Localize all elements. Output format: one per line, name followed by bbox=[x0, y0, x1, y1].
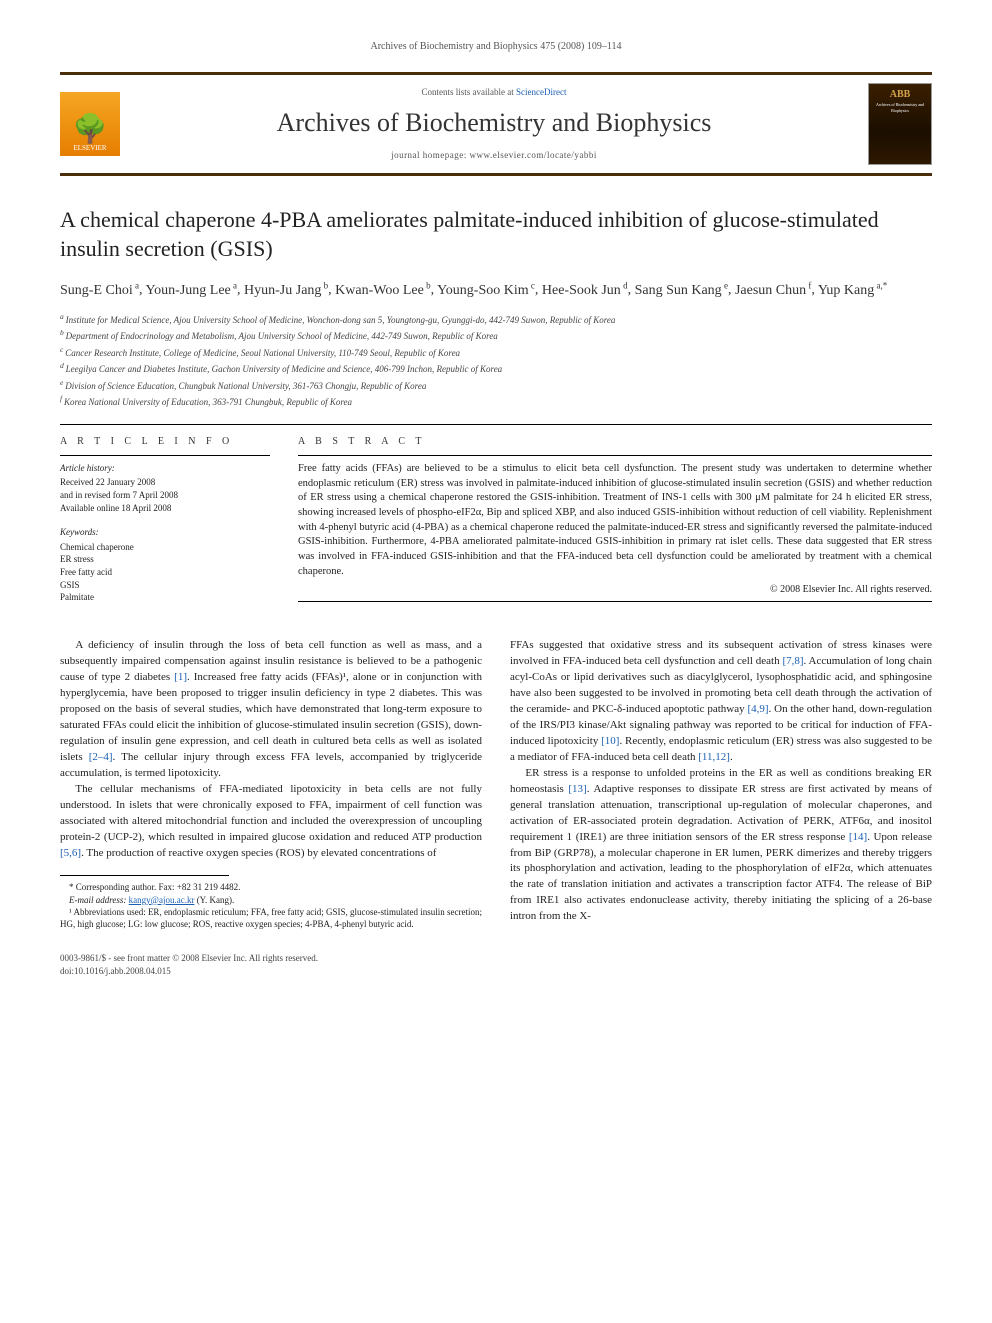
affiliation: f Korea National University of Education… bbox=[60, 393, 932, 410]
keyword: Chemical chaperone bbox=[60, 541, 270, 554]
body-paragraph-3: FFAs suggested that oxidative stress and… bbox=[510, 638, 932, 766]
abstract-copyright: © 2008 Elsevier Inc. All rights reserved… bbox=[298, 583, 932, 597]
article-info-block: A R T I C L E I N F O Article history: R… bbox=[60, 435, 270, 609]
footnotes-divider bbox=[60, 875, 229, 876]
author-affiliation-marker: c bbox=[529, 280, 535, 290]
keyword: Free fatty acid bbox=[60, 566, 270, 579]
page-footer: 0003-9861/$ - see front matter © 2008 El… bbox=[60, 952, 932, 977]
contents-available-line: Contents lists available at ScienceDirec… bbox=[132, 86, 856, 99]
affiliation-key: e bbox=[60, 378, 65, 387]
history-label: Article history: bbox=[60, 462, 270, 475]
author-affiliation-marker: e bbox=[722, 280, 728, 290]
author: Jaesun Chun f bbox=[735, 283, 811, 298]
author: Hyun-Ju Jang b bbox=[244, 283, 328, 298]
body-text: A deficiency of insulin through the loss… bbox=[60, 638, 932, 930]
abstract-bottom-divider bbox=[298, 601, 932, 602]
author-affiliation-marker: a bbox=[133, 280, 139, 290]
author: Youn-Jung Lee a bbox=[145, 283, 237, 298]
citation-link[interactable]: [7,8] bbox=[782, 655, 803, 667]
affiliation-key: c bbox=[60, 345, 65, 354]
body-paragraph-4: ER stress is a response to unfolded prot… bbox=[510, 766, 932, 925]
header-center: Contents lists available at ScienceDirec… bbox=[132, 86, 856, 162]
journal-title: Archives of Biochemistry and Biophysics bbox=[132, 105, 856, 141]
footer-doi-line: doi:10.1016/j.abb.2008.04.015 bbox=[60, 965, 318, 978]
citation-link[interactable]: [4,9] bbox=[747, 703, 768, 715]
contents-prefix: Contents lists available at bbox=[422, 87, 516, 97]
info-abstract-row: A R T I C L E I N F O Article history: R… bbox=[60, 435, 932, 609]
citation-link[interactable]: [10] bbox=[601, 735, 619, 747]
author-affiliation-marker: f bbox=[806, 280, 811, 290]
elsevier-logo: 🌳 ELSEVIER bbox=[60, 92, 120, 156]
author-affiliation-marker: a,* bbox=[874, 280, 887, 290]
email-note: E-mail address: kangy@ajou.ac.kr (Y. Kan… bbox=[60, 894, 482, 906]
affiliation-key: f bbox=[60, 394, 64, 403]
cover-abbrev: ABB bbox=[890, 88, 911, 102]
citation-link[interactable]: [13] bbox=[568, 783, 586, 795]
corresponding-email-link[interactable]: kangy@ajou.ac.kr bbox=[129, 895, 195, 905]
section-divider bbox=[60, 424, 932, 425]
abstract-heading: A B S T R A C T bbox=[298, 435, 932, 449]
body-paragraph-2: The cellular mechanisms of FFA-mediated … bbox=[60, 782, 482, 862]
abstract-text: Free fatty acids (FFAs) are believed to … bbox=[298, 462, 932, 580]
sciencedirect-link[interactable]: ScienceDirect bbox=[516, 87, 566, 97]
history-dates: Received 22 January 2008 and in revised … bbox=[60, 476, 270, 514]
affiliation: e Division of Science Education, Chungbu… bbox=[60, 377, 932, 394]
footnote-block: * Corresponding author. Fax: +82 31 219 … bbox=[60, 875, 482, 930]
revised-date: and in revised form 7 April 2008 bbox=[60, 489, 270, 502]
elsevier-tree-icon: 🌳 bbox=[73, 116, 108, 144]
publisher-name: ELSEVIER bbox=[73, 144, 106, 154]
email-label: E-mail address: bbox=[69, 895, 129, 905]
body-paragraph-1: A deficiency of insulin through the loss… bbox=[60, 638, 482, 781]
abstract-divider bbox=[298, 455, 932, 456]
info-divider bbox=[60, 455, 270, 456]
abbreviations-note: ¹ Abbreviations used: ER, endoplasmic re… bbox=[60, 906, 482, 930]
author: Yup Kang a,* bbox=[818, 283, 887, 298]
cover-subtitle: Archives of Biochemistry and Biophysics bbox=[869, 102, 931, 113]
online-date: Available online 18 April 2008 bbox=[60, 502, 270, 515]
author-affiliation-marker: a bbox=[231, 280, 237, 290]
keyword: GSIS bbox=[60, 579, 270, 592]
received-date: Received 22 January 2008 bbox=[60, 476, 270, 489]
keyword: ER stress bbox=[60, 553, 270, 566]
author-affiliation-marker: b bbox=[321, 280, 328, 290]
author: Hee-Sook Jun d bbox=[542, 283, 628, 298]
journal-header: 🌳 ELSEVIER Contents lists available at S… bbox=[60, 72, 932, 176]
affiliation-key: d bbox=[60, 361, 66, 370]
corresponding-author-note: * Corresponding author. Fax: +82 31 219 … bbox=[60, 881, 482, 893]
citation-link[interactable]: [14] bbox=[849, 831, 867, 843]
email-suffix: (Y. Kang). bbox=[197, 895, 235, 905]
citation-link[interactable]: [2–4] bbox=[89, 751, 113, 763]
author: Sung-E Choi a bbox=[60, 283, 139, 298]
footer-left: 0003-9861/$ - see front matter © 2008 El… bbox=[60, 952, 318, 977]
citation-link[interactable]: [11,12] bbox=[698, 751, 730, 763]
author-list: Sung-E Choi a, Youn-Jung Lee a, Hyun-Ju … bbox=[60, 279, 932, 301]
author: Kwan-Woo Lee b bbox=[335, 283, 430, 298]
citation-link[interactable]: [1] bbox=[174, 671, 187, 683]
author-affiliation-marker: d bbox=[621, 280, 628, 290]
article-info-heading: A R T I C L E I N F O bbox=[60, 435, 270, 449]
affiliation: b Department of Endocrinology and Metabo… bbox=[60, 327, 932, 344]
running-head: Archives of Biochemistry and Biophysics … bbox=[60, 40, 932, 54]
author: Sang Sun Kang e bbox=[635, 283, 728, 298]
journal-cover-thumbnail: ABB Archives of Biochemistry and Biophys… bbox=[868, 83, 932, 165]
journal-homepage: journal homepage: www.elsevier.com/locat… bbox=[132, 149, 856, 162]
abstract-block: A B S T R A C T Free fatty acids (FFAs) … bbox=[298, 435, 932, 609]
affiliation-key: b bbox=[60, 328, 66, 337]
citation-link[interactable]: [5,6] bbox=[60, 847, 81, 859]
affiliation-list: a Institute for Medical Science, Ajou Un… bbox=[60, 311, 932, 410]
keyword: Palmitate bbox=[60, 591, 270, 604]
article-title: A chemical chaperone 4-PBA ameliorates p… bbox=[60, 206, 932, 263]
keywords-list: Chemical chaperoneER stressFree fatty ac… bbox=[60, 541, 270, 604]
author-affiliation-marker: b bbox=[424, 280, 431, 290]
affiliation: a Institute for Medical Science, Ajou Un… bbox=[60, 311, 932, 328]
affiliation: c Cancer Research Institute, College of … bbox=[60, 344, 932, 361]
affiliation: d Leegilya Cancer and Diabetes Institute… bbox=[60, 360, 932, 377]
author: Young-Soo Kim c bbox=[437, 283, 535, 298]
affiliation-key: a bbox=[60, 312, 66, 321]
footer-issn-line: 0003-9861/$ - see front matter © 2008 El… bbox=[60, 952, 318, 965]
keywords-label: Keywords: bbox=[60, 526, 270, 539]
